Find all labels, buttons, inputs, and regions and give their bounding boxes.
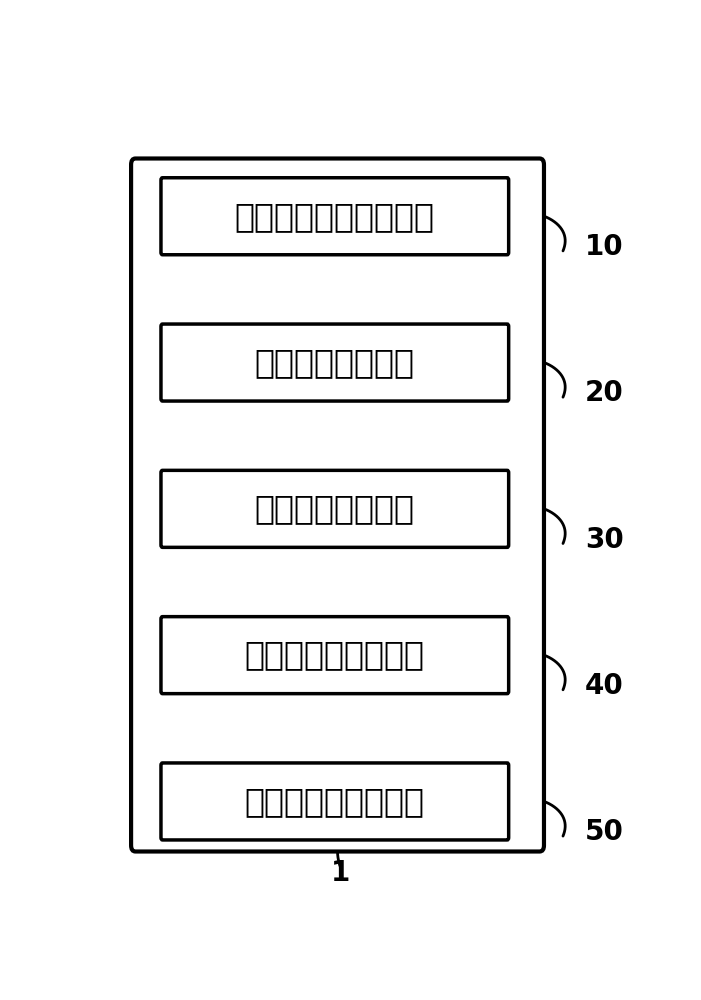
Text: 加工目标分割模块: 加工目标分割模块	[255, 492, 415, 525]
FancyBboxPatch shape	[161, 470, 509, 547]
Text: 20: 20	[585, 379, 623, 407]
Text: 加工路径点获取模块: 加工路径点获取模块	[245, 639, 425, 672]
FancyBboxPatch shape	[161, 763, 509, 840]
FancyBboxPatch shape	[161, 617, 509, 694]
Text: 40: 40	[585, 672, 623, 700]
Text: 加工目标识别模块: 加工目标识别模块	[255, 346, 415, 379]
Text: 50: 50	[585, 818, 624, 846]
Text: 加工目标数据采集模块: 加工目标数据采集模块	[235, 200, 435, 233]
Text: 10: 10	[585, 233, 623, 261]
Text: 1: 1	[331, 859, 350, 887]
Text: 30: 30	[585, 526, 623, 554]
FancyBboxPatch shape	[131, 158, 544, 852]
FancyBboxPatch shape	[161, 178, 509, 255]
Text: 加工引导点转换模块: 加工引导点转换模块	[245, 785, 425, 818]
FancyBboxPatch shape	[161, 324, 509, 401]
